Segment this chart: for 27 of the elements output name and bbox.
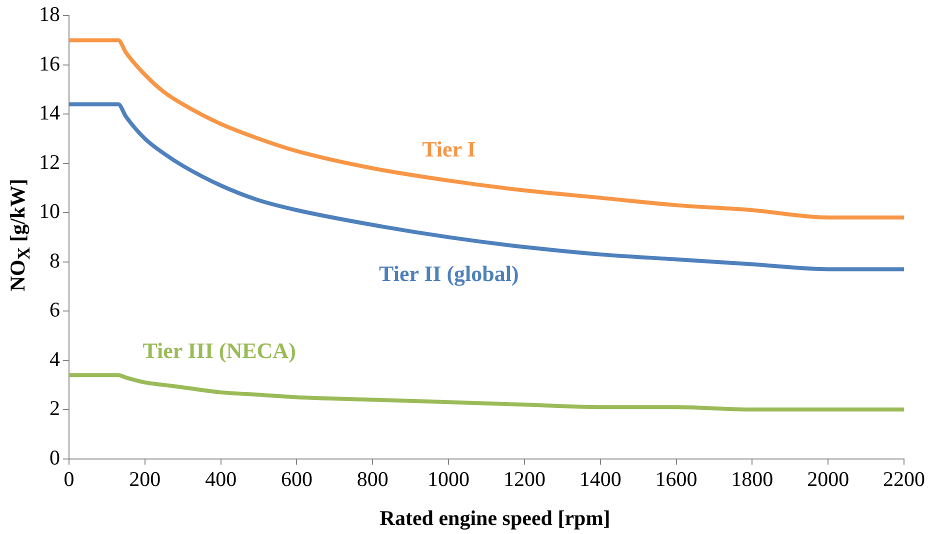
- y-tick-label: 0: [50, 445, 60, 470]
- x-tick-label: 1800: [731, 466, 774, 491]
- x-tick-label: 200: [129, 466, 161, 491]
- y-tick-label: 14: [39, 100, 60, 125]
- y-tick-label: 8: [50, 248, 60, 272]
- y-tick-label: 18: [39, 2, 60, 26]
- series-label: Tier III (NECA): [142, 338, 296, 363]
- x-tick-label: 2200: [883, 466, 925, 491]
- y-tick-label: 10: [39, 199, 60, 224]
- y-tick-label: 4: [50, 346, 60, 371]
- x-tick-label: 400: [205, 466, 237, 491]
- line-series: [69, 373, 904, 412]
- x-tick-label: 800: [356, 466, 388, 491]
- x-tick-label: 1200: [503, 466, 546, 491]
- y-tick-label: 16: [39, 51, 60, 76]
- x-tick-label: 2000: [807, 466, 850, 491]
- y-tick-label: 2: [50, 396, 60, 420]
- series-label: Tier II (global): [379, 260, 519, 286]
- y-tick-label: 6: [50, 298, 60, 322]
- x-tick-label: 1400: [579, 466, 622, 491]
- x-axis-title: Rated engine speed [rpm]: [380, 506, 610, 531]
- x-tick-label: 1000: [428, 466, 470, 491]
- line-series: [69, 38, 904, 220]
- x-tick-label: 600: [280, 466, 312, 491]
- series-label: Tier I: [422, 136, 476, 162]
- y-tick-label: 12: [39, 150, 60, 174]
- x-tick-label: 1600: [655, 466, 698, 491]
